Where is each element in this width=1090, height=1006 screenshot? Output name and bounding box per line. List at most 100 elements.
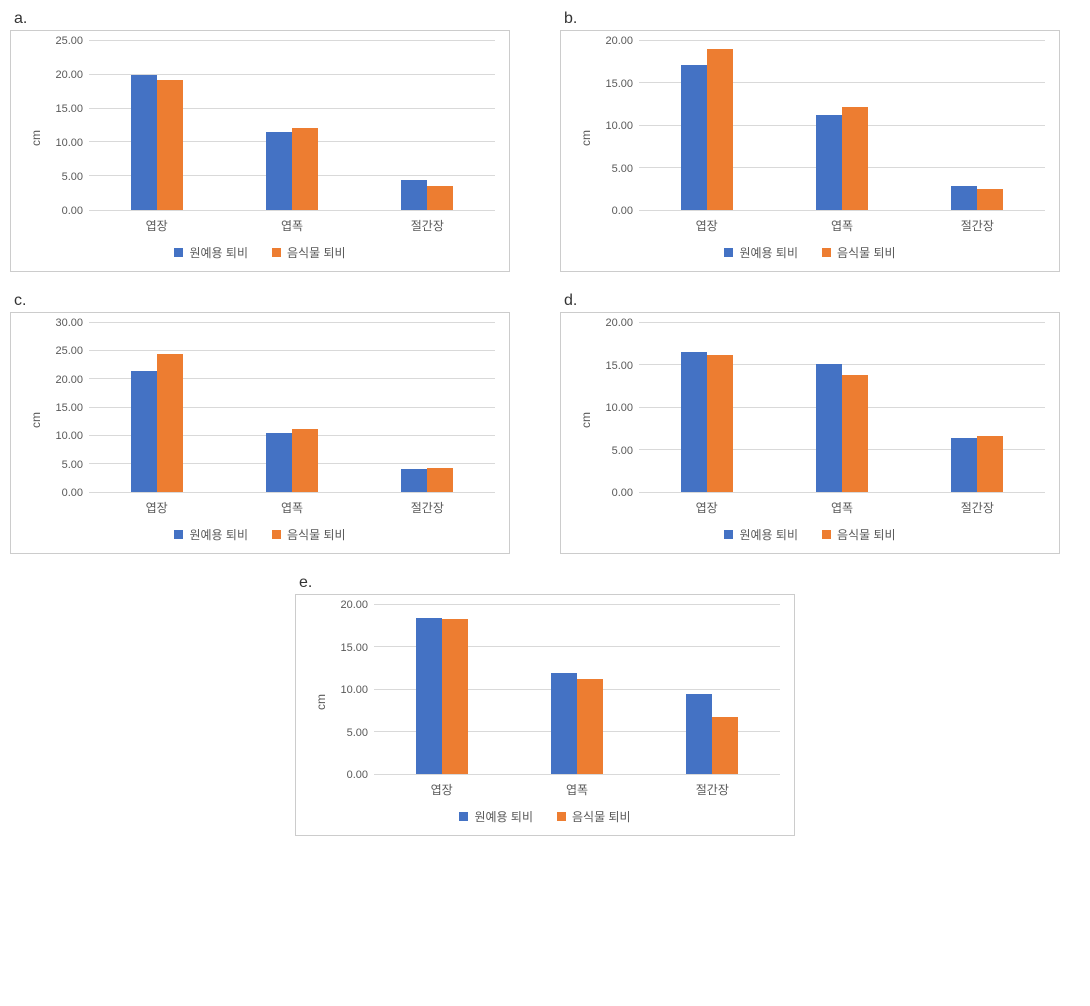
legend-label: 원예용 퇴비 bbox=[189, 526, 248, 543]
legend-item-series2: 음식물 퇴비 bbox=[822, 244, 896, 261]
legend-item-series1: 원예용 퇴비 bbox=[724, 244, 798, 261]
y-tick: 20.00 bbox=[605, 35, 633, 47]
legend-label: 원예용 퇴비 bbox=[739, 244, 798, 261]
y-tick: 5.00 bbox=[62, 459, 83, 471]
y-tick: 20.00 bbox=[340, 599, 368, 611]
legend-item-series1: 원예용 퇴비 bbox=[459, 808, 533, 825]
x-category: 엽장 bbox=[639, 493, 774, 516]
legend: 원예용 퇴비 음식물 퇴비 bbox=[25, 516, 495, 545]
bar-series2 bbox=[427, 468, 453, 492]
x-category: 엽장 bbox=[639, 211, 774, 234]
bar-group bbox=[360, 323, 495, 492]
chart-d: cm0.005.0010.0015.0020.00엽장엽폭절간장원예용 퇴비음식… bbox=[560, 312, 1060, 554]
legend-label: 원예용 퇴비 bbox=[189, 244, 248, 261]
y-tick: 15.00 bbox=[55, 103, 83, 115]
x-category: 엽폭 bbox=[774, 493, 909, 516]
bar-series1 bbox=[266, 433, 292, 492]
bar-group bbox=[374, 605, 509, 774]
bar-group bbox=[224, 323, 359, 492]
legend: 원예용 퇴비 음식물 퇴비 bbox=[575, 234, 1045, 263]
y-tick: 0.00 bbox=[347, 769, 368, 781]
bar-group bbox=[89, 323, 224, 492]
legend-swatch-icon bbox=[822, 248, 831, 257]
cell-d: d. cm0.005.0010.0015.0020.00엽장엽폭절간장원예용 퇴… bbox=[560, 292, 1080, 554]
y-tick: 10.00 bbox=[605, 120, 633, 132]
bar-series2 bbox=[707, 355, 733, 492]
chart-b: cm0.005.0010.0015.0020.00엽장엽폭절간장원예용 퇴비음식… bbox=[560, 30, 1060, 272]
legend-swatch-icon bbox=[272, 248, 281, 257]
bar-group bbox=[360, 41, 495, 210]
y-tick: 15.00 bbox=[605, 360, 633, 372]
legend-item-series2: 음식물 퇴비 bbox=[557, 808, 631, 825]
x-category: 엽폭 bbox=[774, 211, 909, 234]
y-tick: 25.00 bbox=[55, 345, 83, 357]
y-tick: 20.00 bbox=[55, 374, 83, 386]
legend-swatch-icon bbox=[174, 530, 183, 539]
legend-swatch-icon bbox=[459, 812, 468, 821]
y-tick: 5.00 bbox=[62, 171, 83, 183]
chart-e: cm0.005.0010.0015.0020.00엽장엽폭절간장원예용 퇴비음식… bbox=[295, 594, 795, 836]
y-axis-label: cm bbox=[314, 694, 328, 710]
bar-series2 bbox=[842, 107, 868, 210]
y-axis-label: cm bbox=[29, 130, 43, 146]
legend-item-series2: 음식물 퇴비 bbox=[272, 526, 346, 543]
bar-series2 bbox=[157, 354, 183, 492]
y-tick: 5.00 bbox=[612, 445, 633, 457]
bar-series1 bbox=[951, 438, 977, 492]
legend-swatch-icon bbox=[724, 530, 733, 539]
legend-label: 음식물 퇴비 bbox=[287, 526, 346, 543]
y-tick: 0.00 bbox=[612, 205, 633, 217]
bar-group bbox=[910, 323, 1045, 492]
x-category: 절간장 bbox=[360, 493, 495, 516]
y-tick: 15.00 bbox=[340, 642, 368, 654]
legend: 원예용 퇴비 음식물 퇴비 bbox=[575, 516, 1045, 545]
cell-c: c. cm0.005.0010.0015.0020.0025.0030.00엽장… bbox=[10, 292, 530, 554]
y-axis-label: cm bbox=[579, 412, 593, 428]
bar-series1 bbox=[131, 371, 157, 492]
bar-series2 bbox=[292, 429, 318, 492]
y-tick: 15.00 bbox=[55, 402, 83, 414]
y-tick: 0.00 bbox=[612, 487, 633, 499]
legend-swatch-icon bbox=[557, 812, 566, 821]
legend: 원예용 퇴비 음식물 퇴비 bbox=[310, 798, 780, 827]
legend-label: 음식물 퇴비 bbox=[837, 526, 896, 543]
x-category: 절간장 bbox=[645, 775, 780, 798]
bar-series1 bbox=[681, 352, 707, 492]
bar-series2 bbox=[712, 717, 738, 774]
bar-series1 bbox=[686, 694, 712, 774]
bar-series1 bbox=[416, 618, 442, 774]
x-category: 절간장 bbox=[910, 493, 1045, 516]
y-tick: 10.00 bbox=[55, 137, 83, 149]
y-tick: 10.00 bbox=[55, 430, 83, 442]
y-tick: 30.00 bbox=[55, 317, 83, 329]
legend-label: 음식물 퇴비 bbox=[287, 244, 346, 261]
y-tick: 25.00 bbox=[55, 35, 83, 47]
legend-item-series2: 음식물 퇴비 bbox=[822, 526, 896, 543]
bar-group bbox=[89, 41, 224, 210]
legend-item-series2: 음식물 퇴비 bbox=[272, 244, 346, 261]
y-tick: 0.00 bbox=[62, 205, 83, 217]
bar-group bbox=[910, 41, 1045, 210]
bar-group bbox=[774, 323, 909, 492]
legend-label: 음식물 퇴비 bbox=[837, 244, 896, 261]
bar-group bbox=[639, 323, 774, 492]
bar-series1 bbox=[816, 115, 842, 210]
x-category: 엽장 bbox=[89, 493, 224, 516]
legend-item-series1: 원예용 퇴비 bbox=[724, 526, 798, 543]
y-tick: 15.00 bbox=[605, 78, 633, 90]
x-category: 엽장 bbox=[374, 775, 509, 798]
bar-series1 bbox=[401, 180, 427, 210]
cell-e: e. cm0.005.0010.0015.0020.00엽장엽폭절간장원예용 퇴… bbox=[10, 574, 1080, 836]
x-category: 엽폭 bbox=[224, 493, 359, 516]
y-axis-label: cm bbox=[579, 130, 593, 146]
bar-series1 bbox=[551, 673, 577, 774]
bar-series2 bbox=[292, 128, 318, 210]
bar-series1 bbox=[681, 65, 707, 210]
bar-group bbox=[774, 41, 909, 210]
bar-group bbox=[639, 41, 774, 210]
legend: 원예용 퇴비 음식물 퇴비 bbox=[25, 234, 495, 263]
panel-label-a: a. bbox=[10, 10, 530, 28]
bar-group bbox=[645, 605, 780, 774]
bar-series2 bbox=[707, 49, 733, 210]
bar-series2 bbox=[442, 619, 468, 774]
